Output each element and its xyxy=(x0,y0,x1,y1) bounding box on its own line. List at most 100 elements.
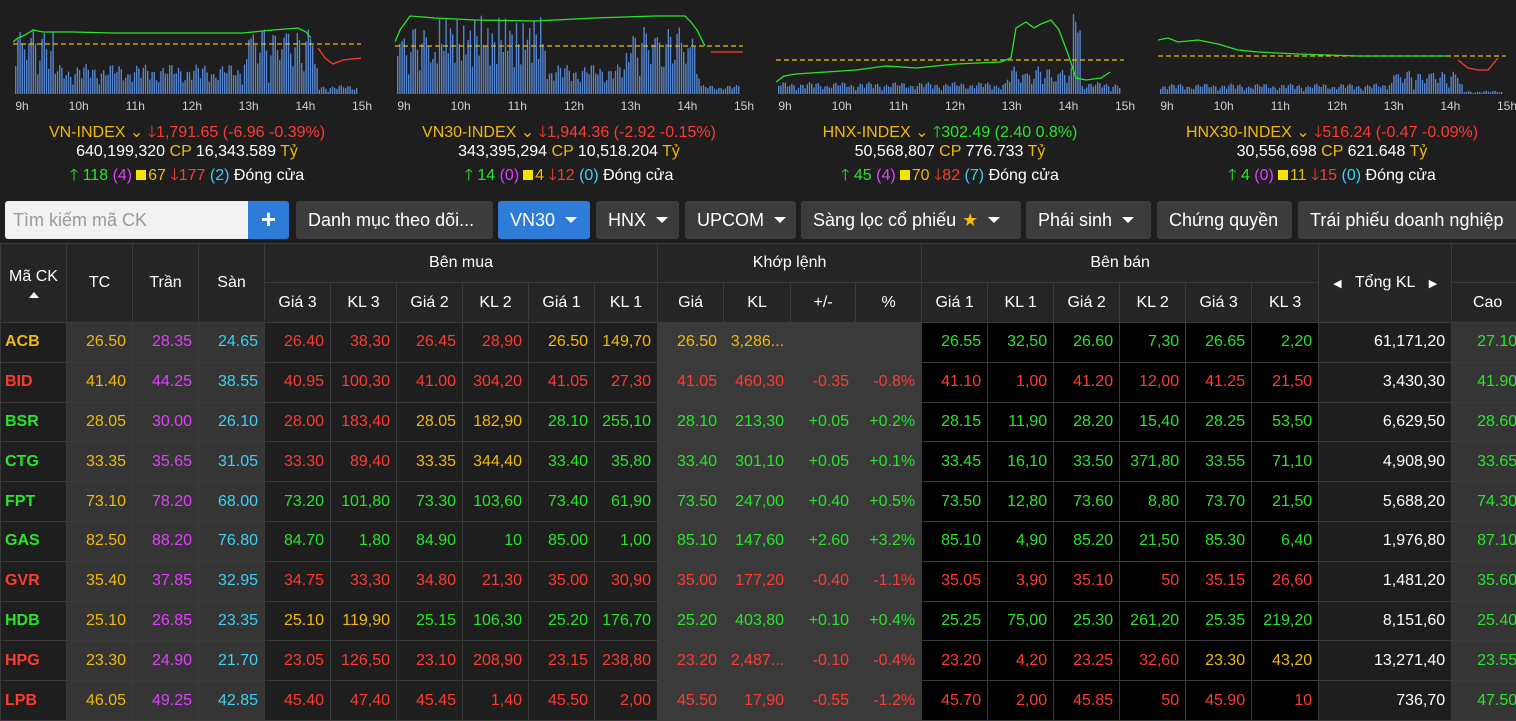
volume-bar xyxy=(415,29,416,94)
col-total[interactable]: ◀ Tổng KL ▶ xyxy=(1319,244,1452,323)
volume-bar xyxy=(461,61,462,94)
volume-bar xyxy=(1455,74,1456,94)
chevron-down-icon[interactable]: ⌄ xyxy=(915,124,928,141)
hnx-dropdown[interactable]: HNX xyxy=(596,201,679,239)
volume-bar xyxy=(432,59,433,94)
cell-sym[interactable]: HPG xyxy=(1,641,67,681)
upcom-dropdown[interactable]: UPCOM xyxy=(685,201,796,239)
col-bid-v2[interactable]: KL 2 xyxy=(463,283,529,323)
col-bid-v1[interactable]: KL 1 xyxy=(595,283,658,323)
volume-bar xyxy=(202,68,203,94)
volume-bar xyxy=(807,84,808,94)
volume-bar xyxy=(316,68,317,94)
advancers: 14 xyxy=(477,167,495,184)
volume-bar xyxy=(985,84,986,94)
chevron-down-icon[interactable]: ⌄ xyxy=(521,124,534,141)
add-button[interactable]: + xyxy=(248,201,289,239)
cell-sym[interactable]: HDB xyxy=(1,601,67,641)
chevron-down-icon[interactable]: ⌄ xyxy=(130,124,143,141)
col-bid-p1[interactable]: Giá 1 xyxy=(529,283,595,323)
search-input[interactable] xyxy=(5,201,248,239)
volume-bar xyxy=(1415,80,1416,94)
cell-askp2: 33.50 xyxy=(1054,442,1120,482)
vn30-dropdown[interactable]: VN30 xyxy=(498,201,590,239)
bonds-button[interactable]: Trái phiếu doanh nghiệp xyxy=(1298,201,1516,239)
volume-bar xyxy=(1112,87,1113,94)
col-ask-v1[interactable]: KL 1 xyxy=(988,283,1054,323)
chevron-down-icon[interactable]: ⌄ xyxy=(1296,124,1309,141)
volume-bar xyxy=(1189,87,1190,94)
col-percent[interactable]: % xyxy=(856,283,922,323)
volume-bar xyxy=(1213,85,1214,94)
col-match-price[interactable]: Giá xyxy=(658,283,724,323)
caret-right-icon[interactable]: ▶ xyxy=(1429,278,1437,290)
volume-bar xyxy=(121,69,122,94)
caret-left-icon[interactable]: ◀ xyxy=(1333,278,1341,290)
cell-bidp2: 73.30 xyxy=(397,482,463,522)
index-panel-hnx[interactable]: HNX-INDEX ⌄ 🡑302.49 (2.40 0.8%) 50,568,8… xyxy=(776,0,1124,190)
volume-bar xyxy=(873,88,874,94)
volume-bar xyxy=(1395,74,1396,94)
col-match-vol[interactable]: KL xyxy=(724,283,791,323)
ceiling-count: (0) xyxy=(1254,167,1274,184)
volume-bar xyxy=(1097,82,1098,94)
screener-dropdown[interactable]: Sàng lọc cổ phiếu★ xyxy=(801,201,1021,239)
watchlist-button[interactable]: Danh mục theo dõi... xyxy=(296,201,493,239)
cell-sym[interactable]: BID xyxy=(1,362,67,402)
col-high[interactable]: Cao xyxy=(1452,283,1516,323)
cell-sym[interactable]: GVR xyxy=(1,561,67,601)
index-panel-vn[interactable]: VN-INDEX ⌄ 🡓1,791.65 (-6.96 -0.39%) 640,… xyxy=(13,0,361,190)
cell-change: +0.05 xyxy=(791,402,856,442)
cell-ref: 82.50 xyxy=(67,521,133,561)
cell-sym[interactable]: FPT xyxy=(1,482,67,522)
col-ceil[interactable]: Trần xyxy=(133,244,199,323)
index-panel-vn30[interactable]: VN30-INDEX ⌄ 🡓1,944.36 (-2.92 -0.15%) 34… xyxy=(395,0,743,190)
volume-bar xyxy=(1294,89,1295,94)
cell-match-price: 73.50 xyxy=(658,482,724,522)
cell-sym[interactable]: BSR xyxy=(1,402,67,442)
col-bid-v3[interactable]: KL 3 xyxy=(331,283,397,323)
warrants-button[interactable]: Chứng quyền xyxy=(1157,201,1292,239)
col-ask-p3[interactable]: Giá 3 xyxy=(1186,283,1252,323)
col-ask-v2[interactable]: KL 2 xyxy=(1120,283,1186,323)
volume-bar xyxy=(1365,87,1366,94)
cell-sym[interactable]: CTG xyxy=(1,442,67,482)
col-ref[interactable]: TC xyxy=(67,244,133,323)
volume-bar xyxy=(890,87,891,94)
volume-bar xyxy=(1274,87,1275,94)
volume-bar xyxy=(110,66,111,94)
col-bid-p2[interactable]: Giá 2 xyxy=(397,283,463,323)
col-change[interactable]: +/- xyxy=(791,283,856,323)
hnx-label: HNX xyxy=(608,210,646,230)
index-name: VN30-INDEX xyxy=(422,124,516,141)
derivatives-dropdown[interactable]: Phái sinh xyxy=(1026,201,1151,239)
volume-bar xyxy=(586,73,587,94)
volume-bar xyxy=(70,77,71,94)
cell-sym[interactable]: GAS xyxy=(1,521,67,561)
cell-sym[interactable]: LPB xyxy=(1,681,67,721)
col-ask-p2[interactable]: Giá 2 xyxy=(1054,283,1120,323)
col-symbol[interactable]: Mã CK xyxy=(1,244,67,323)
col-bid-p3[interactable]: Giá 3 xyxy=(265,283,331,323)
volume-bar xyxy=(213,74,214,94)
volume-bar xyxy=(822,89,823,94)
col-ask-v3[interactable]: KL 3 xyxy=(1252,283,1319,323)
cell-sym[interactable]: ACB xyxy=(1,323,67,363)
cell-askv1: 12,80 xyxy=(988,482,1054,522)
col-floor[interactable]: Sàn xyxy=(199,244,265,323)
volume-bar xyxy=(1230,84,1231,94)
volume-bar xyxy=(963,84,964,94)
volume-bar xyxy=(1334,87,1335,94)
col-ask-p1[interactable]: Giá 1 xyxy=(922,283,988,323)
index-panel-hnx30[interactable]: HNX30-INDEX ⌄ 🡓516.24 (-0.47 -0.09%) 30,… xyxy=(1158,0,1506,190)
